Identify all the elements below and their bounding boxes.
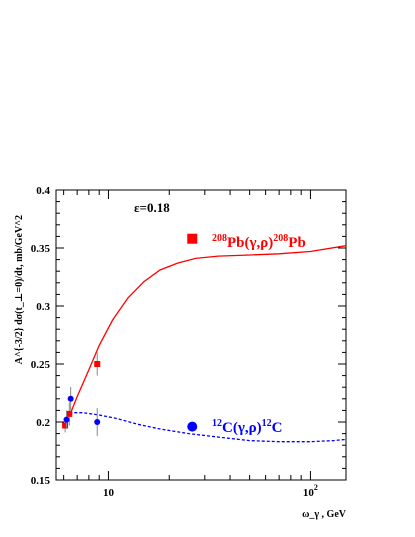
c-reaction-pre: 12 [212, 418, 222, 429]
c-reaction-label: 12C(γ,ρ)12C [212, 418, 282, 436]
y-axis-ticks: 0.15 0.2 0.25 0.3 0.35 0.4 [31, 185, 346, 487]
data-point-square [66, 410, 73, 417]
y-tick-label: 0.3 [36, 301, 50, 313]
y-tick-label: 0.25 [31, 359, 51, 371]
pb-reaction-b: 208 [273, 233, 288, 244]
x-axis-ticks: 10 102 [63, 190, 318, 499]
x-axis-title: ω_γ , GeV [302, 509, 347, 520]
y-axis-title: A^{-3/2} dσ(t_⊥=0)/dt, mb/GeV^2 [14, 215, 25, 364]
theory-curve-1 [68, 245, 347, 417]
epsilon-label: ε=0.18 [134, 200, 170, 215]
x-tick-label: 10 [103, 487, 115, 499]
pb-reaction-pre: 208 [212, 233, 227, 244]
theory-curves [68, 245, 347, 443]
theory-curve-2 [69, 412, 347, 443]
data-point-square [62, 422, 69, 429]
y-tick-label: 0.35 [31, 243, 51, 255]
x-tick-label: 102 [303, 483, 318, 499]
c-reaction-c: C [272, 420, 283, 436]
pb-reaction-c: Pb [288, 235, 306, 251]
data-point-circle [67, 395, 74, 402]
c-reaction-b: 12 [262, 418, 272, 429]
y-tick-label: 0.2 [36, 417, 50, 429]
data-point-square [94, 361, 101, 367]
plot-frame [55, 189, 347, 481]
y-tick-label: 0.15 [31, 475, 51, 487]
c-reaction-a: C(γ,ρ) [222, 420, 262, 436]
legend-marker-circle [187, 421, 198, 432]
data-points [62, 233, 198, 436]
data-point-circle [63, 416, 70, 423]
legend-marker-square [187, 233, 198, 244]
data-point-circle [94, 419, 101, 425]
pb-reaction-label: 208Pb(γ,ρ)208Pb [212, 233, 306, 251]
y-tick-label: 0.4 [36, 185, 50, 197]
pb-reaction-a: Pb(γ,ρ) [227, 235, 273, 251]
